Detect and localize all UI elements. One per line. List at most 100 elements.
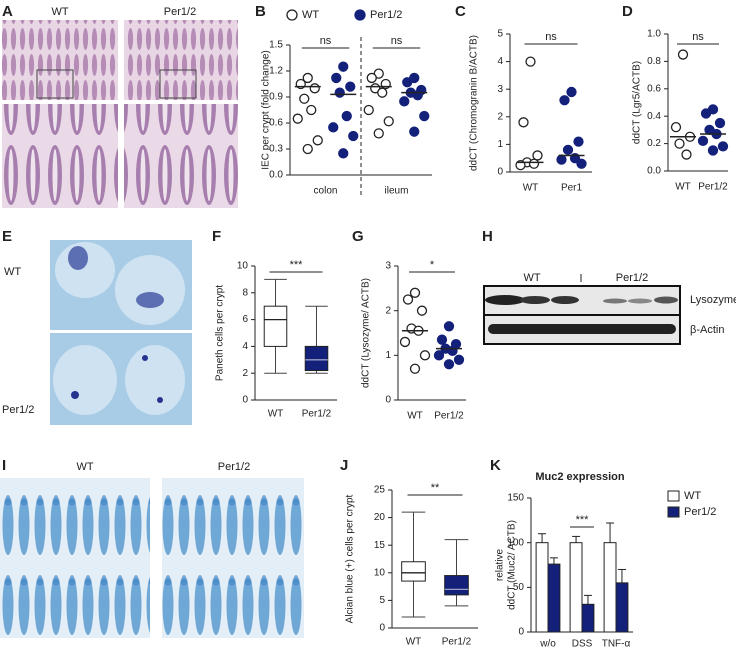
data-point <box>674 138 685 149</box>
data-point <box>312 135 323 146</box>
y-tick-label: 2 <box>385 305 391 316</box>
data-point <box>518 117 529 128</box>
box <box>304 345 329 372</box>
y-tick-label: 8 <box>242 287 248 298</box>
panel-letter: B <box>255 3 266 20</box>
box <box>263 305 288 347</box>
image-label: WT <box>4 266 21 278</box>
y-axis-label: IEC per crypt (fold change) <box>261 50 272 170</box>
bar <box>547 563 561 633</box>
panel-letter: A <box>2 3 13 20</box>
y-tick-label: 3 <box>497 84 503 95</box>
box <box>401 561 426 582</box>
x-tick-label: Per1 <box>561 183 583 194</box>
legend-marker <box>354 9 366 21</box>
image-label: WT <box>51 6 68 18</box>
panel-letter: H <box>482 228 493 245</box>
x-tick-label: WT <box>523 183 539 194</box>
data-point <box>700 108 712 119</box>
significance-label: ns <box>692 31 704 43</box>
image-label: WT <box>523 272 540 284</box>
y-tick-label: 1 <box>497 139 503 150</box>
data-point <box>383 116 394 127</box>
y-tick-label: 0.0 <box>647 166 661 177</box>
y-tick-label: 4 <box>242 341 248 352</box>
y-tick-label: 15 <box>374 540 386 551</box>
data-point <box>341 110 352 122</box>
panel-letter: E <box>2 228 12 245</box>
y-tick-label: 6 <box>242 314 248 325</box>
x-tick-label: Per1/2 <box>434 411 464 422</box>
data-point <box>670 122 682 133</box>
data-point <box>366 72 377 84</box>
significance-label: ns <box>320 35 332 47</box>
image-label: β-Actin <box>690 324 724 336</box>
data-point <box>338 61 349 72</box>
x-tick-label: WT <box>407 411 423 422</box>
y-tick-label: 2 <box>497 111 503 122</box>
y-tick-label: 0 <box>242 395 248 406</box>
x-tick-label: WT <box>268 409 284 420</box>
data-point <box>377 87 388 98</box>
image-label: Lysozyme <box>690 294 736 306</box>
y-tick-label: 150 <box>507 493 524 504</box>
data-point <box>348 130 359 142</box>
y-tick-label: 0.8 <box>647 56 661 67</box>
significance-label: * <box>430 259 435 271</box>
data-point <box>562 144 574 156</box>
data-point <box>402 77 413 88</box>
legend-label: WT <box>302 9 319 21</box>
y-tick-label: 0.6 <box>269 118 283 129</box>
x-tick-label: DSS <box>572 639 593 650</box>
significance-label: ns <box>391 35 403 47</box>
panel-letter: G <box>352 228 364 245</box>
y-tick-label: 0 <box>497 167 503 178</box>
x-tick-label: ileum <box>385 186 409 197</box>
x-tick-label: WT <box>406 637 422 648</box>
y-tick-label: 0.3 <box>269 144 283 155</box>
y-axis-label: ddCT (Lysozyme/ ACTB) <box>361 278 372 388</box>
data-point <box>402 294 414 305</box>
data-point <box>447 345 458 357</box>
data-point <box>419 350 431 361</box>
y-tick-label: 1.5 <box>269 40 283 51</box>
y-tick-label: 3 <box>385 261 391 272</box>
data-point <box>443 359 455 370</box>
significance-label: *** <box>576 514 590 526</box>
data-point <box>528 158 540 169</box>
data-point <box>566 86 577 98</box>
data-point <box>328 122 339 133</box>
data-point <box>419 110 430 122</box>
data-point <box>453 354 465 365</box>
data-point <box>302 72 313 84</box>
y-tick-label: 100 <box>507 537 524 548</box>
data-point <box>443 321 455 332</box>
y-tick-label: 1.2 <box>269 66 283 77</box>
legend-label: Per1/2 <box>684 506 716 518</box>
data-point <box>409 126 420 137</box>
y-axis-label: ddCT (Chromogranin B/ACTB) <box>469 35 480 171</box>
data-point <box>532 150 543 161</box>
data-point <box>409 287 421 298</box>
y-tick-label: 5 <box>379 595 385 606</box>
y-tick-label: 5 <box>497 29 503 40</box>
bar <box>603 542 617 633</box>
x-tick-label: WT <box>675 182 691 193</box>
y-tick-label: 0 <box>518 627 524 638</box>
significance-label: *** <box>290 259 304 271</box>
x-tick-label: w/o <box>539 639 556 650</box>
histology-i <box>0 478 304 638</box>
panel-letter: C <box>455 3 466 20</box>
significance-label: ns <box>545 31 557 43</box>
y-tick-label: 0.0 <box>269 170 283 181</box>
chart-title: Muc2 expression <box>535 471 625 483</box>
y-axis-label: relative <box>495 548 506 581</box>
data-point <box>707 145 719 156</box>
x-tick-label: colon <box>314 186 338 197</box>
y-tick-label: 0.4 <box>647 111 661 122</box>
y-axis-label: ddCT (Muc2/ ACTB) <box>507 520 518 610</box>
data-point <box>677 49 689 60</box>
y-tick-label: 4 <box>497 56 503 67</box>
data-point <box>306 104 317 116</box>
